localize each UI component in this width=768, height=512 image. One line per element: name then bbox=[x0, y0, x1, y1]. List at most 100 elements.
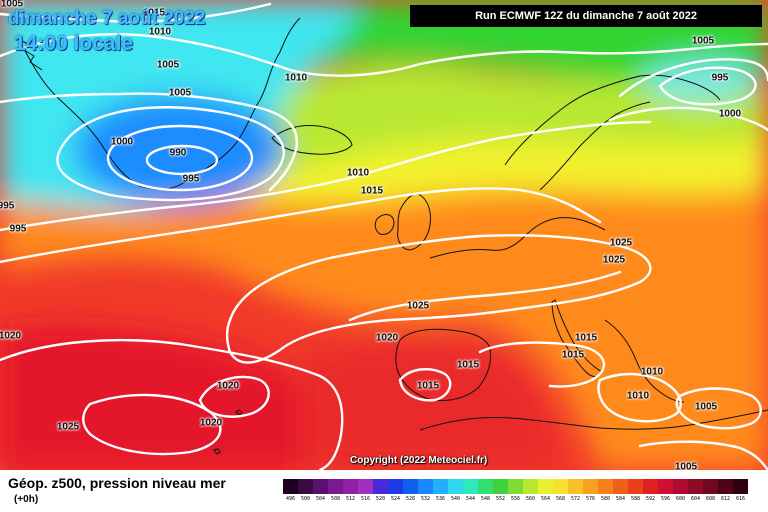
legend-swatch: 500 bbox=[298, 479, 313, 502]
legend-value: 600 bbox=[675, 496, 686, 502]
legend-swatch: 540 bbox=[448, 479, 463, 502]
legend-swatch: 564 bbox=[538, 479, 553, 502]
legend-value: 536 bbox=[435, 496, 446, 502]
legend-swatch: 520 bbox=[373, 479, 388, 502]
legend-swatch: 560 bbox=[523, 479, 538, 502]
isobar-label: 1000 bbox=[110, 136, 134, 148]
legend-value: 576 bbox=[585, 496, 596, 502]
legend-value: 588 bbox=[630, 496, 641, 502]
isobar-995-inner bbox=[106, 124, 254, 192]
legend-value: 556 bbox=[510, 496, 521, 502]
forecast-offset: (+0h) bbox=[14, 494, 39, 505]
legend-value: 584 bbox=[615, 496, 626, 502]
legend-value: 596 bbox=[660, 496, 671, 502]
legend-value: 516 bbox=[360, 496, 371, 502]
isobar-label: 1020 bbox=[0, 330, 22, 342]
legend-swatch: 576 bbox=[583, 479, 598, 502]
isobar-label: 1015 bbox=[561, 349, 585, 361]
isobar-label: 1010 bbox=[346, 167, 370, 179]
isobar-label: 1005 bbox=[156, 59, 180, 71]
copyright-text: Copyright (2022 Meteociel.fr) bbox=[350, 455, 488, 466]
legend-value: 540 bbox=[450, 496, 461, 502]
isobar-label: 1005 bbox=[168, 87, 192, 99]
legend-value: 564 bbox=[540, 496, 551, 502]
legend-value: 616 bbox=[735, 496, 746, 502]
legend-swatch: 600 bbox=[673, 479, 688, 502]
legend-swatch: 596 bbox=[658, 479, 673, 502]
map-svg bbox=[0, 0, 768, 470]
legend-value: 608 bbox=[705, 496, 716, 502]
isobar-label: 995 bbox=[0, 200, 15, 212]
isobars bbox=[0, 2, 768, 470]
isobar-label: 1010 bbox=[626, 390, 650, 402]
legend-swatch: 544 bbox=[463, 479, 478, 502]
isobar-label: 1005 bbox=[694, 401, 718, 413]
isobar-label: 995 bbox=[711, 72, 729, 84]
color-legend: 496 500 504 508 512 516 520 524 528 532 536 540 544 5… bbox=[283, 479, 748, 502]
map-time: 14:00 locale bbox=[14, 32, 134, 55]
isobar-label: 1025 bbox=[406, 300, 430, 312]
geopotential-field bbox=[0, 0, 768, 470]
isobar-label: 1015 bbox=[360, 185, 384, 197]
legend-value: 500 bbox=[300, 496, 311, 502]
legend-swatch: 604 bbox=[688, 479, 703, 502]
isobar-label: 1010 bbox=[640, 366, 664, 378]
isobar-label: 1025 bbox=[56, 421, 80, 433]
isobar-label: 1000 bbox=[718, 108, 742, 120]
legend-value: 528 bbox=[405, 496, 416, 502]
legend-swatch: 504 bbox=[313, 479, 328, 502]
isobar-label: 1010 bbox=[284, 72, 308, 84]
legend-value: 520 bbox=[375, 496, 386, 502]
isobar-label: 1005 bbox=[691, 35, 715, 47]
isobar-label: 1025 bbox=[609, 237, 633, 249]
weather-map: 1005 1015 1010 1005 1005 1010 1000 990 995 995 995… bbox=[0, 0, 768, 470]
legend-value: 532 bbox=[420, 496, 431, 502]
legend-value: 560 bbox=[525, 496, 536, 502]
isobar-label: 1020 bbox=[199, 417, 223, 429]
legend-swatch: 552 bbox=[493, 479, 508, 502]
isobar-990 bbox=[145, 144, 219, 176]
legend-swatch: 572 bbox=[568, 479, 583, 502]
legend-swatch: 580 bbox=[598, 479, 613, 502]
legend-value: 612 bbox=[720, 496, 731, 502]
isobar-label: 1020 bbox=[216, 380, 240, 392]
isobar-label: 1015 bbox=[416, 380, 440, 392]
map-date: dimanche 7 août 2022 bbox=[8, 8, 206, 29]
legend-swatch: 512 bbox=[343, 479, 358, 502]
legend-swatch: 568 bbox=[553, 479, 568, 502]
legend-swatch: 616 bbox=[733, 479, 748, 502]
legend-swatch: 516 bbox=[358, 479, 373, 502]
legend-value: 496 bbox=[285, 496, 296, 502]
legend-swatch: 548 bbox=[478, 479, 493, 502]
parameter-title: Géop. z500, pression niveau mer bbox=[8, 475, 226, 491]
isobar-label: 1020 bbox=[375, 332, 399, 344]
legend-value: 592 bbox=[645, 496, 656, 502]
isobar-label: 995 bbox=[9, 223, 27, 235]
legend-value: 552 bbox=[495, 496, 506, 502]
legend-swatch: 528 bbox=[403, 479, 418, 502]
isobar-label: 1005 bbox=[0, 0, 24, 10]
legend-value: 524 bbox=[390, 496, 401, 502]
legend-value: 604 bbox=[690, 496, 701, 502]
isobar-label: 1010 bbox=[148, 26, 172, 38]
legend-swatch: 524 bbox=[388, 479, 403, 502]
legend-value: 544 bbox=[465, 496, 476, 502]
legend-swatch: 496 bbox=[283, 479, 298, 502]
isobar-label: 1025 bbox=[602, 254, 626, 266]
legend-swatch: 536 bbox=[433, 479, 448, 502]
legend-value: 568 bbox=[555, 496, 566, 502]
isobar-label: 1015 bbox=[574, 332, 598, 344]
legend-value: 504 bbox=[315, 496, 326, 502]
isobar-label: 1015 bbox=[456, 359, 480, 371]
legend-swatch: 592 bbox=[643, 479, 658, 502]
legend-value: 508 bbox=[330, 496, 341, 502]
isobar-label: 1005 bbox=[674, 461, 698, 471]
run-banner: Run ECMWF 12Z du dimanche 7 août 2022 bbox=[410, 5, 762, 27]
isobar-label: 990 bbox=[169, 147, 187, 159]
legend-value: 572 bbox=[570, 496, 581, 502]
isobar-label: 995 bbox=[182, 173, 200, 185]
legend-swatch: 556 bbox=[508, 479, 523, 502]
map-footer: Géop. z500, pression niveau mer (+0h) 49… bbox=[0, 470, 768, 512]
legend-swatch: 508 bbox=[328, 479, 343, 502]
legend-swatch: 532 bbox=[418, 479, 433, 502]
